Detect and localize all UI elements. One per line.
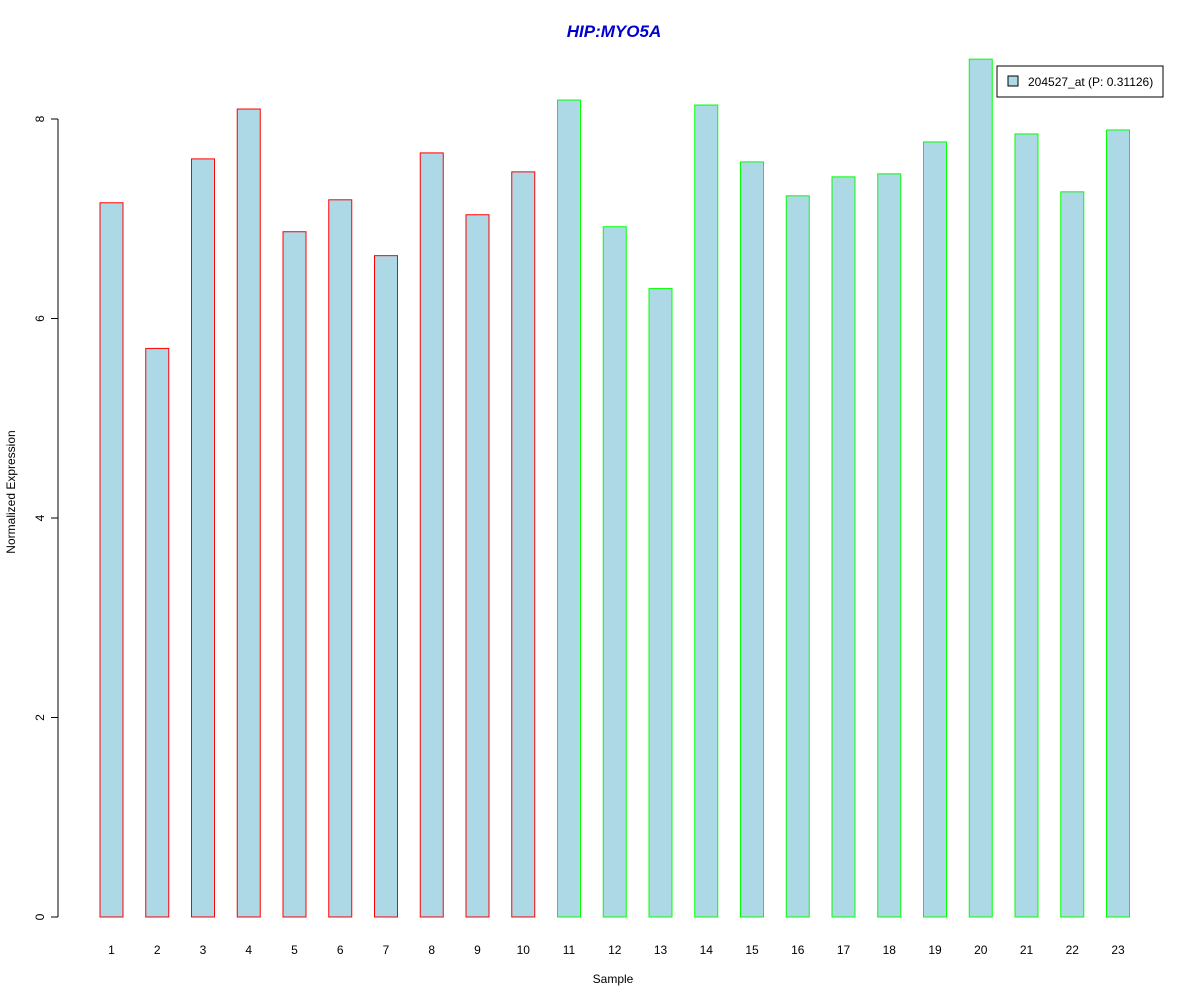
bar-sample-17 <box>831 176 856 918</box>
x-tick-label-5: 5 <box>291 943 298 957</box>
bar-sample-22 <box>1060 191 1085 918</box>
legend-box <box>996 65 1164 98</box>
bar-sample-15 <box>740 161 764 918</box>
x-axis-tick-labels: 1 2 3 4 5 6 7 8 9 10 11 12 13 14 15 16 17 18 19 20 21 22 23 <box>108 943 1125 957</box>
bar-sample-11 <box>557 99 581 918</box>
bar-sample-1 <box>99 202 124 918</box>
x-tick-label-8: 8 <box>428 943 435 957</box>
bar-sample-4 <box>236 108 261 918</box>
bar-sample-13 <box>648 288 673 918</box>
bar-sample-14 <box>694 104 719 918</box>
bar-sample-23 <box>1106 129 1130 918</box>
bar-sample-21 <box>1014 133 1039 918</box>
x-tick-label-1: 1 <box>108 943 115 957</box>
y-tick-label-6: 6 <box>33 315 47 322</box>
x-tick-label-2: 2 <box>154 943 161 957</box>
bar-sample-18 <box>877 173 902 918</box>
bar-sample-2 <box>145 347 170 918</box>
x-tick-label-14: 14 <box>700 943 714 957</box>
bar-sample-19 <box>923 141 947 918</box>
x-tick-label-10: 10 <box>517 943 531 957</box>
x-tick-label-19: 19 <box>928 943 942 957</box>
legend: 204527_at (P: 0.31126) <box>996 65 1164 98</box>
y-axis-ticks: 0 2 4 6 8 <box>33 115 58 920</box>
y-tick-label-0: 0 <box>33 913 47 920</box>
bar-sample-12 <box>602 226 627 918</box>
y-tick-label-4: 4 <box>33 514 47 521</box>
bar-sample-16 <box>785 195 810 918</box>
x-tick-label-23: 23 <box>1111 943 1125 957</box>
x-axis-title: Sample <box>593 972 634 986</box>
y-axis-title: Normalized Expression <box>4 430 18 553</box>
chart-title: HIP:MYO5A <box>567 22 661 41</box>
x-tick-label-4: 4 <box>245 943 252 957</box>
bar-sample-7 <box>374 255 398 918</box>
x-tick-label-13: 13 <box>654 943 668 957</box>
x-tick-label-17: 17 <box>837 943 851 957</box>
bar-sample-5 <box>282 231 307 918</box>
legend-swatch <box>1007 75 1019 87</box>
bars-group <box>99 58 1130 918</box>
bar-sample-3 <box>191 158 215 918</box>
bar-sample-9 <box>465 214 490 918</box>
x-tick-label-9: 9 <box>474 943 481 957</box>
bar-sample-20 <box>968 58 993 918</box>
x-tick-label-7: 7 <box>383 943 390 957</box>
x-tick-label-22: 22 <box>1066 943 1080 957</box>
bar-sample-6 <box>328 199 353 918</box>
y-axis: 0 2 4 6 8 <box>33 115 59 920</box>
bar-sample-8 <box>419 152 444 918</box>
x-tick-label-11: 11 <box>563 943 576 957</box>
x-tick-label-15: 15 <box>745 943 759 957</box>
bar-sample-10 <box>511 171 536 918</box>
x-tick-label-3: 3 <box>200 943 207 957</box>
legend-label: 204527_at (P: 0.31126) <box>1028 75 1153 89</box>
x-tick-label-6: 6 <box>337 943 344 957</box>
x-tick-label-20: 20 <box>974 943 988 957</box>
y-tick-label-2: 2 <box>33 714 47 721</box>
x-tick-label-16: 16 <box>791 943 805 957</box>
x-tick-label-18: 18 <box>883 943 897 957</box>
x-tick-label-12: 12 <box>608 943 622 957</box>
x-tick-label-21: 21 <box>1020 943 1034 957</box>
y-tick-label-8: 8 <box>33 115 47 122</box>
